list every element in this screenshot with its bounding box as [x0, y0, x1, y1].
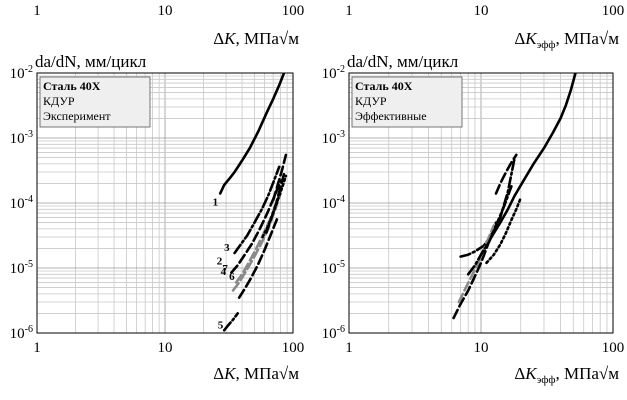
- y-tick-label: 10-5: [322, 259, 345, 277]
- legend-line: Эффективные: [355, 109, 427, 123]
- y-axis-title: da/dN, мм/цикл: [35, 52, 147, 71]
- top-x-tick-label: 10: [474, 3, 489, 19]
- top-x-tick-label: 1: [33, 3, 41, 19]
- x-tick-label: 1: [33, 340, 41, 356]
- legend-line: КДУР: [43, 94, 75, 108]
- series-line-4: [237, 216, 280, 299]
- curve-label: 6: [229, 271, 235, 283]
- series-line-3: [233, 165, 281, 255]
- plot-frame: [348, 72, 614, 334]
- x-tick-label: 1: [345, 340, 353, 356]
- legend-line: Сталь 40Х: [355, 79, 413, 93]
- x-axis-title: ΔK, МПа√м: [213, 364, 299, 383]
- legend-line: Сталь 40Х: [43, 79, 101, 93]
- series-line-5: [222, 312, 239, 332]
- x-axis-title: ΔKэфф, МПа√м: [514, 364, 619, 386]
- series-line-1: [479, 73, 577, 256]
- series-line-5: [466, 185, 513, 276]
- y-tick-label: 10-4: [10, 194, 33, 212]
- y-tick-label: 10-6: [322, 324, 345, 342]
- top-x-axis-title: ΔKэфф, МПа√м: [514, 29, 619, 51]
- legend-line: КДУР: [355, 94, 387, 108]
- series-line-6: [485, 196, 523, 265]
- series-line-2: [452, 221, 498, 320]
- series-line-7: [494, 153, 518, 195]
- y-axis-title: da/dN, мм/цикл: [347, 52, 459, 71]
- plot-frame: [36, 72, 294, 334]
- legend-box: [351, 76, 463, 128]
- legend-box: [39, 76, 151, 128]
- x-tick-label: 100: [282, 340, 305, 356]
- top-x-tick-label: 10: [158, 3, 173, 19]
- y-tick-label: 10-2: [322, 64, 345, 82]
- curve-label: 2: [217, 256, 223, 268]
- curve-label: 7: [222, 263, 228, 275]
- y-tick-label: 10-5: [10, 259, 33, 277]
- top-x-axis-title: ΔK, МПа√м: [213, 29, 299, 48]
- x-tick-label: 10: [158, 340, 173, 356]
- x-tick-label: 100: [602, 340, 625, 356]
- x-tick-label: 10: [474, 340, 489, 356]
- curve-label: 3: [224, 242, 230, 254]
- top-x-tick-label: 100: [282, 3, 305, 19]
- y-tick-label: 10-3: [10, 129, 33, 147]
- right-panel: 1 1 10 10 100 100 10-6 10-5 10-4 10-3 10-2 da/dN, м…: [322, 3, 625, 386]
- series-line-10: [271, 153, 288, 202]
- series-line-1: [218, 73, 286, 195]
- curve-label: 1: [213, 197, 219, 209]
- y-tick-label: 10-4: [322, 194, 345, 212]
- curve-label: 5: [218, 320, 224, 332]
- legend-line: Эксперимент: [43, 109, 111, 123]
- top-x-tick-label: 1: [345, 3, 353, 19]
- left-panel: 1 1 10 10 100 100 10-6 10-5 10-4 10-3 10-2 da/dN, м…: [10, 3, 305, 383]
- curve-label: 4: [221, 266, 227, 278]
- series-line-9: [265, 170, 286, 234]
- y-tick-label: 10-2: [10, 64, 33, 82]
- y-tick-label: 10-6: [10, 324, 33, 342]
- series-line-4: [457, 224, 496, 304]
- top-x-tick-label: 100: [602, 3, 625, 19]
- y-tick-label: 10-3: [322, 129, 345, 147]
